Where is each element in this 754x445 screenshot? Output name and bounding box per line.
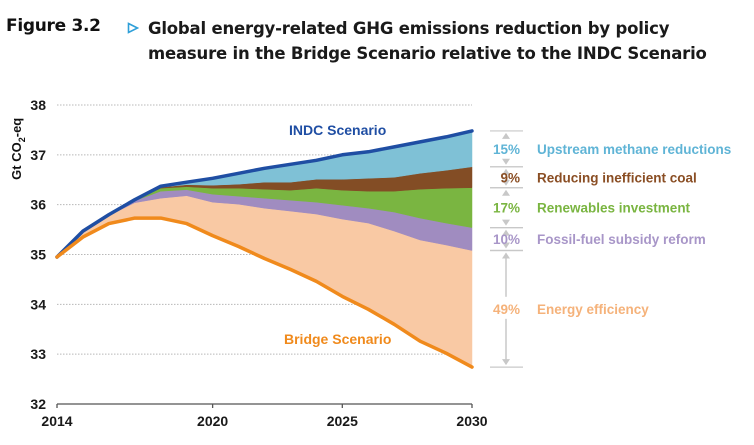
arrow-down-icon: [502, 179, 510, 186]
y-tick-label: 34: [30, 296, 46, 312]
y-tick-label: 32: [30, 396, 46, 412]
legend-entry: Renewables investment: [537, 201, 691, 216]
y-tick-label: 33: [30, 346, 46, 362]
arrow-up-icon: [502, 229, 510, 236]
arrow-up-icon: [502, 132, 510, 139]
y-tick-labels: 32 33 34 35 36 37 38: [30, 97, 46, 412]
line-bridge-scenario: [55, 216, 474, 369]
x-tick-label: 2014: [41, 413, 72, 429]
y-tick-label: 35: [30, 247, 46, 263]
legend-share: 10%: [493, 232, 520, 247]
x-tick-label: 2020: [197, 413, 228, 429]
legend-entry: Reducing inefficient coal: [537, 170, 697, 185]
x-tick-label: 2025: [327, 413, 358, 429]
y-tick-label: 37: [30, 147, 46, 163]
axes: [56, 403, 473, 408]
annotations: INDC Scenario Bridge Scenario: [284, 122, 391, 347]
legend-share: 17%: [493, 201, 520, 216]
figure-triangle-icon: [127, 22, 139, 34]
scenario-lines: [55, 129, 474, 369]
x-tick-labels: 2014 2020 2025 2030: [41, 413, 487, 429]
arrow-down-icon: [502, 242, 510, 249]
annotation-indc-scenario: INDC Scenario: [289, 122, 386, 138]
x-tick-label: 2030: [456, 413, 487, 429]
figure-title: Global energy-related GHG emissions redu…: [148, 16, 707, 66]
line-indc-scenario: [55, 129, 474, 259]
arrow-down-icon: [502, 359, 510, 366]
figure-title-line-2: measure in the Bridge Scenario relative …: [148, 44, 707, 63]
figure-number: Figure 3.2: [6, 16, 101, 36]
stacked-bands: [56, 130, 473, 368]
annotation-bridge-scenario: Bridge Scenario: [284, 331, 391, 347]
legend-share: 9%: [500, 170, 520, 185]
arrow-down-icon: [502, 219, 510, 226]
legend-entry: Fossil-fuel subsidy reform: [537, 232, 706, 247]
legend-share: 15%: [493, 142, 520, 157]
figure-title-line-1: Global energy-related GHG emissions redu…: [148, 19, 670, 38]
legend-entry: Energy efficiency: [537, 302, 649, 317]
legend-share: 49%: [493, 302, 520, 317]
y-tick-label: 36: [30, 197, 46, 213]
legend: 15% Upstream methane reductions 9% Reducing…: [490, 130, 731, 368]
arrow-up-icon: [502, 252, 510, 259]
legend-entry: Upstream methane reductions: [537, 142, 731, 157]
arrow-up-icon: [502, 168, 510, 175]
arrow-up-icon: [502, 189, 510, 196]
y-tick-label: 38: [30, 97, 46, 113]
arrow-down-icon: [502, 158, 510, 165]
